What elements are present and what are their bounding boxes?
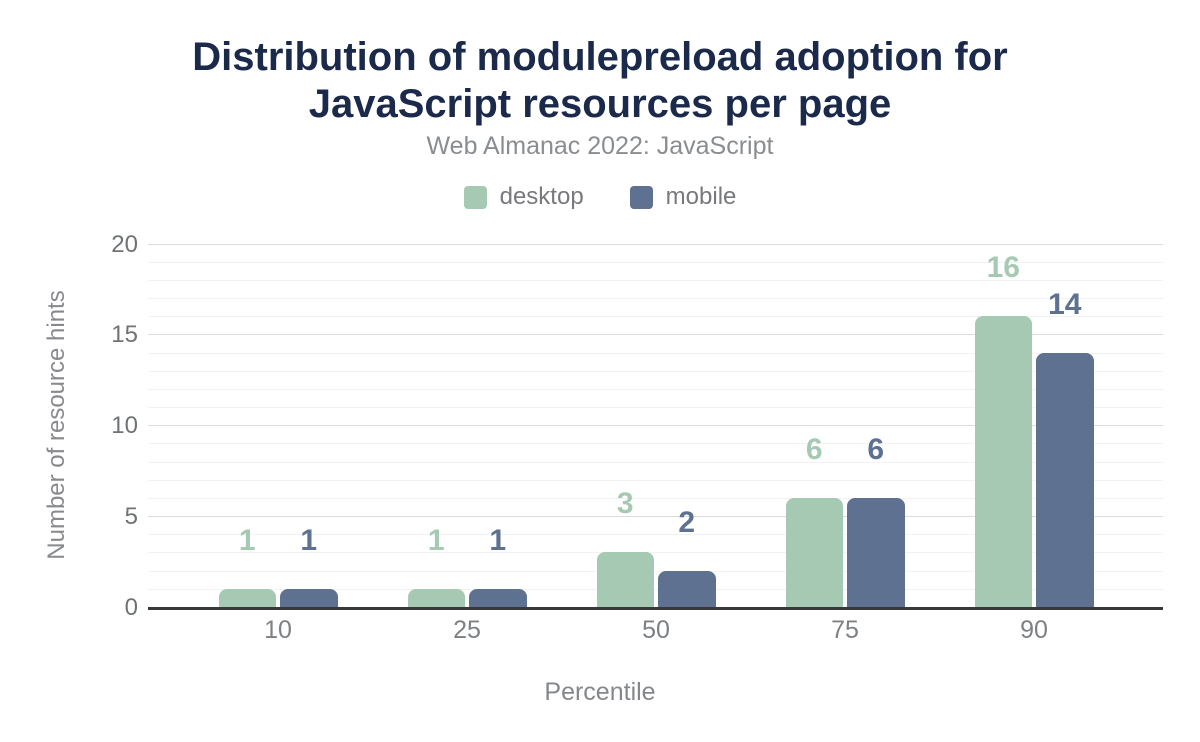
bar-label-desktop-75: 6	[805, 432, 823, 466]
bar-desktop-50	[596, 552, 654, 607]
y-tick-20: 20	[111, 230, 138, 258]
gridline-minor	[148, 370, 1163, 372]
gridline-major	[148, 334, 1163, 336]
gridline-minor	[148, 461, 1163, 463]
x-tick-90: 90	[1020, 616, 1048, 644]
bar-label-desktop-25: 1	[427, 523, 445, 557]
gridline-minor	[148, 443, 1163, 445]
bar-desktop-75	[785, 497, 843, 607]
legend-label-mobile: mobile	[665, 183, 737, 210]
gridline-major	[148, 516, 1163, 518]
gridline-minor	[148, 588, 1163, 590]
bar-desktop-90	[974, 316, 1032, 607]
bar-label-desktop-90: 16	[986, 251, 1020, 285]
gridline-minor	[148, 479, 1163, 481]
y-tick-10: 10	[111, 412, 138, 440]
bar-label-mobile-75: 6	[867, 432, 885, 466]
gridline-minor	[148, 316, 1163, 318]
bar-label-mobile-25: 1	[489, 523, 507, 557]
y-tick-15: 15	[111, 321, 138, 349]
gridline-minor	[148, 570, 1163, 572]
x-tick-75: 75	[831, 616, 859, 644]
legend-label-desktop: desktop	[499, 183, 584, 210]
bar-label-mobile-10: 1	[300, 523, 318, 557]
gridline-minor	[148, 552, 1163, 554]
gridline-minor	[148, 261, 1163, 263]
bar-label-mobile-50: 2	[678, 505, 696, 539]
legend-swatch-mobile-icon	[629, 185, 653, 209]
bar-mobile-25	[469, 588, 527, 607]
bar-desktop-25	[407, 588, 465, 607]
x-tick-50: 50	[642, 616, 670, 644]
x-axis-line	[148, 607, 1163, 610]
gridline-minor	[148, 298, 1163, 300]
gridline-minor	[148, 497, 1163, 499]
chart-title: Distribution of modulepreload adoption f…	[0, 34, 1200, 128]
gridline-minor	[148, 388, 1163, 390]
x-tick-25: 25	[453, 616, 481, 644]
y-tick-0: 0	[124, 594, 138, 621]
gridline-minor	[148, 352, 1163, 354]
bar-desktop-10	[218, 588, 276, 607]
legend-item-desktop: desktop	[463, 183, 584, 211]
gridline-minor	[148, 279, 1163, 281]
bar-mobile-90	[1036, 352, 1094, 607]
legend: desktop mobile	[0, 183, 1200, 211]
bar-label-desktop-50: 3	[616, 487, 634, 521]
legend-swatch-desktop-icon	[463, 185, 487, 209]
gridline-major	[148, 243, 1163, 245]
bar-mobile-50	[658, 570, 716, 607]
gridline-minor	[148, 407, 1163, 409]
bar-mobile-10	[280, 588, 338, 607]
chart-subtitle: Web Almanac 2022: JavaScript	[426, 132, 774, 160]
x-axis-title: Percentile	[544, 678, 656, 706]
y-tick-5: 5	[124, 503, 138, 531]
bar-label-desktop-10: 1	[238, 523, 256, 557]
x-tick-10: 10	[264, 616, 292, 644]
gridline-minor	[148, 534, 1163, 536]
bar-mobile-75	[847, 497, 905, 607]
legend-item-mobile: mobile	[629, 183, 737, 211]
gridline-major	[148, 425, 1163, 427]
chart-title-text: Distribution of modulepreload adoption f…	[192, 35, 1008, 126]
bar-label-mobile-90: 14	[1048, 287, 1082, 321]
